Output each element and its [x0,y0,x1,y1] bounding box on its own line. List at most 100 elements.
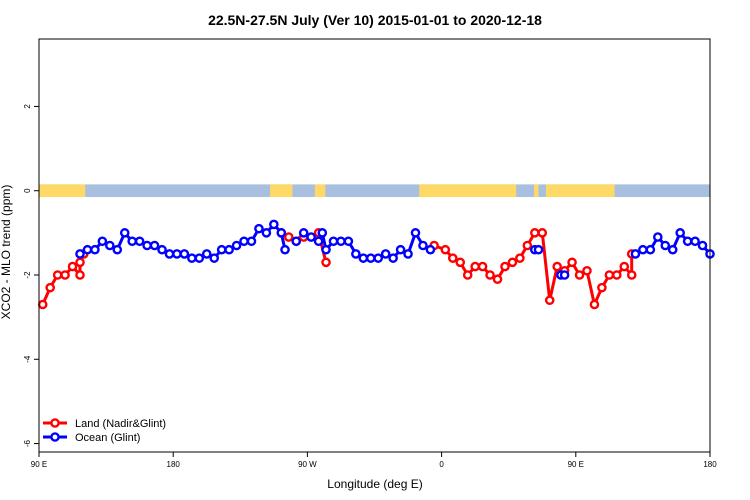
data-point-land [447,253,458,263]
x-axis: 90 E 180 90 W 0 90 E 180 [31,452,717,469]
data-point-ocean [351,249,361,259]
data-point-land [485,270,495,280]
data-point-land [283,232,294,242]
x-axis-label: Longitude (deg E) [327,477,422,491]
data-point-land [604,270,615,280]
legend-label-ocean: Ocean (Glint) [75,432,140,444]
data-point-ocean [317,228,328,238]
data-point-ocean [157,244,167,255]
data-point-ocean [697,240,708,251]
data-point-ocean [127,236,137,247]
land-band [270,184,293,198]
data-point-land [470,261,480,272]
data-point-ocean [380,249,391,259]
y-tick-label: 2 [23,104,32,109]
data-point-ocean [209,253,220,263]
data-point-ocean [373,253,384,263]
data-point-ocean [105,240,115,251]
land-band [39,184,86,198]
data-point-land [60,270,70,280]
data-point-ocean [179,249,190,259]
data-point-ocean [291,236,302,247]
data-point-ocean [690,236,700,247]
y-tick-label: -4 [23,355,32,363]
x-tick-label: 90 E [31,460,47,469]
data-point-ocean [675,228,685,238]
data-point-land [544,295,555,306]
data-point-ocean [388,253,398,263]
data-point-ocean [328,236,339,247]
data-point-ocean [164,249,175,259]
data-point-ocean [630,249,641,259]
x-tick-label: 180 [703,460,717,469]
data-point-land [522,240,533,251]
data-point-ocean [358,253,369,263]
data-point-ocean [194,253,205,263]
data-point-ocean [403,249,413,259]
data-point-ocean [172,249,182,259]
data-point-land [75,257,85,268]
data-point-land [500,261,510,272]
data-point-land [612,270,622,280]
plot-frame [38,38,711,453]
data-point-land [597,282,607,293]
markers-land [37,228,637,310]
data-point-ocean [187,253,197,263]
data-point-land [582,265,592,276]
y-axis: 2 0 -2 -4 -6 [23,104,39,447]
data-point-ocean [365,253,376,263]
data-point-land [440,244,451,255]
data-point-ocean [261,228,272,238]
data-point-land [537,228,548,238]
data-point-ocean [533,244,544,255]
data-point-land [75,270,85,280]
data-point-land [529,228,540,238]
series-layer [37,219,715,310]
x-tick-label: 0 [439,460,444,469]
data-point-land [567,257,577,268]
land-ocean-band [39,184,710,198]
data-point-ocean [269,219,279,230]
data-point-ocean [410,228,421,238]
data-point-land [45,282,55,293]
data-point-ocean [418,240,428,251]
land-band [314,184,326,198]
legend-label-land: Land (Nadir&Glint) [75,418,166,430]
data-point-ocean [216,244,227,255]
data-point-land [455,257,466,268]
data-point-land [574,270,585,280]
data-point-ocean [313,236,324,247]
data-point-ocean [645,244,656,255]
data-point-ocean [224,244,234,255]
land-band [545,184,615,198]
data-point-ocean [239,236,249,247]
y-tick-label: 0 [23,188,32,193]
data-point-ocean [112,244,123,255]
data-point-ocean [395,244,406,255]
data-point-ocean [276,228,287,238]
data-point-ocean [298,228,309,238]
data-point-land [52,270,63,280]
data-point-ocean [306,232,316,242]
data-point-land [67,261,78,272]
data-point-land [507,257,518,268]
ocean-band [39,184,710,198]
data-point-land [492,274,503,285]
data-point-ocean [336,236,346,247]
data-point-ocean [75,249,85,259]
y-tick-label: -2 [23,271,32,279]
land-band [419,184,517,198]
data-point-ocean [280,244,290,255]
legend: Land (Nadir&Glint) Ocean (Glint) [43,418,166,444]
land-band [534,184,539,198]
data-point-ocean [682,236,693,247]
y-tick-label: -6 [23,439,32,447]
data-point-ocean [667,244,678,255]
data-point-ocean [134,236,145,247]
data-point-ocean [97,236,108,247]
data-point-ocean [343,236,354,247]
data-point-ocean [201,249,212,259]
data-point-ocean [254,223,264,234]
data-point-land [477,261,488,272]
series-ocean [79,222,712,277]
